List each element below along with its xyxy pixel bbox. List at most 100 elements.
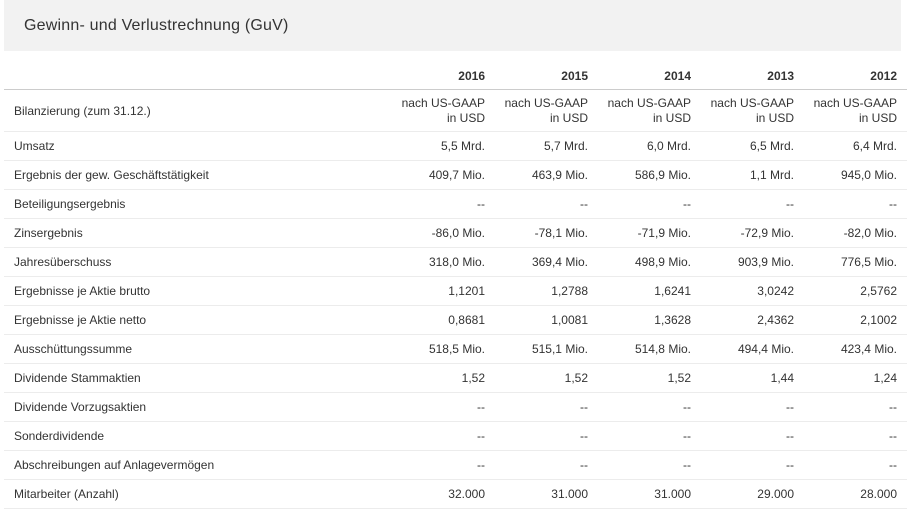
cell-value: 29.000 — [701, 479, 804, 509]
cell-value: -- — [598, 189, 701, 219]
table-row: Umsatz 5,5 Mrd. 5,7 Mrd. 6,0 Mrd. 6,5 Mrd. 6,… — [4, 131, 907, 161]
cell-value: 0,8681 — [392, 305, 495, 335]
row-label: Bilanzierung (zum 31.12.) — [4, 89, 392, 132]
header-label-cell — [4, 63, 392, 90]
row-label: Dividende Stammaktien — [4, 363, 392, 393]
panel-header: Gewinn- und Verlustrechnung (GuV) — [4, 0, 901, 51]
cell-value: 494,4 Mio. — [701, 334, 804, 364]
cell-value: 31.000 — [495, 479, 598, 509]
cell-value: 6,4 Mrd. — [804, 131, 907, 161]
row-label: Sonderdividende — [4, 421, 392, 451]
row-label: Abschreibungen auf Anlagevermögen — [4, 450, 392, 480]
currency: in USD — [755, 110, 794, 125]
cell-value: 945,0 Mio. — [804, 160, 907, 190]
cell-value: -- — [701, 450, 804, 480]
cell-value: -- — [495, 450, 598, 480]
cell-value: -- — [598, 392, 701, 422]
cell-value: -86,0 Mio. — [392, 218, 495, 248]
table-row: Mitarbeiter (Anzahl) 32.000 31.000 31.000 29… — [4, 479, 907, 509]
cell-value: -- — [598, 421, 701, 451]
row-label: Ergebnisse je Aktie brutto — [4, 276, 392, 306]
cell-value: 1,52 — [495, 363, 598, 393]
currency: in USD — [858, 110, 897, 125]
table-row: Jahresüberschuss 318,0 Mio. 369,4 Mio. 498,… — [4, 247, 907, 277]
cell-value: -- — [495, 392, 598, 422]
cell-value: 1,1201 — [392, 276, 495, 306]
row-label: Umsatz — [4, 131, 392, 161]
cell-value: -- — [495, 189, 598, 219]
cell-value: nach US-GAAP in USD — [701, 89, 804, 132]
cell-value: 518,5 Mio. — [392, 334, 495, 364]
table-row: Dividende Stammaktien 1,52 1,52 1,52 1,44 1,2… — [4, 363, 907, 393]
table-row: Beteiligungsergebnis -- -- -- -- -- — [4, 189, 907, 219]
cell-value: 463,9 Mio. — [495, 160, 598, 190]
guv-table: 2016 2015 2014 2013 2012 Bilanzierung (z… — [4, 63, 907, 509]
cell-value: 1,3628 — [598, 305, 701, 335]
cell-value: nach US-GAAP in USD — [804, 89, 907, 132]
cell-value: 369,4 Mio. — [495, 247, 598, 277]
row-label: Ergebnis der gew. Geschäftstätigkeit — [4, 160, 392, 190]
row-label: Dividende Vorzugsaktien — [4, 392, 392, 422]
cell-value: 515,1 Mio. — [495, 334, 598, 364]
year-header: 2015 — [495, 63, 598, 90]
cell-value: 1,2788 — [495, 276, 598, 306]
cell-value: 776,5 Mio. — [804, 247, 907, 277]
accounting-standard: nach US-GAAP — [710, 95, 794, 110]
cell-value: -82,0 Mio. — [804, 218, 907, 248]
cell-value: 1,44 — [701, 363, 804, 393]
cell-value: -- — [701, 189, 804, 219]
cell-value: 498,9 Mio. — [598, 247, 701, 277]
panel-title: Gewinn- und Verlustrechnung (GuV) — [24, 16, 289, 34]
row-label: Ausschüttungssumme — [4, 334, 392, 364]
cell-value: 2,4362 — [701, 305, 804, 335]
cell-value: 586,9 Mio. — [598, 160, 701, 190]
table-row: Ergebnisse je Aktie brutto 1,1201 1,2788 1,… — [4, 276, 907, 306]
row-label: Zinsergebnis — [4, 218, 392, 248]
cell-value: -78,1 Mio. — [495, 218, 598, 248]
cell-value: -- — [598, 450, 701, 480]
cell-value: 1,24 — [804, 363, 907, 393]
cell-value: -- — [804, 450, 907, 480]
cell-value: 1,1 Mrd. — [701, 160, 804, 190]
row-label: Beteiligungsergebnis — [4, 189, 392, 219]
table-row: Ergebnisse je Aktie netto 0,8681 1,0081 1,3… — [4, 305, 907, 335]
cell-value: nach US-GAAP in USD — [598, 89, 701, 132]
table-row: Dividende Vorzugsaktien -- -- -- -- -- — [4, 392, 907, 422]
cell-value: nach US-GAAP in USD — [495, 89, 598, 132]
header-row: 2016 2015 2014 2013 2012 — [4, 63, 907, 90]
cell-value: 2,1002 — [804, 305, 907, 335]
cell-value: 423,4 Mio. — [804, 334, 907, 364]
cell-value: 5,7 Mrd. — [495, 131, 598, 161]
cell-value: -- — [392, 421, 495, 451]
cell-value: nach US-GAAP in USD — [392, 89, 495, 132]
table-row: Ausschüttungssumme 518,5 Mio. 515,1 Mio. 51… — [4, 334, 907, 364]
cell-value: 1,52 — [392, 363, 495, 393]
currency: in USD — [446, 110, 485, 125]
cell-value: -71,9 Mio. — [598, 218, 701, 248]
cell-value: 1,52 — [598, 363, 701, 393]
year-header: 2014 — [598, 63, 701, 90]
row-label: Mitarbeiter (Anzahl) — [4, 479, 392, 509]
accounting-standard: nach US-GAAP — [607, 95, 691, 110]
table-row: Zinsergebnis -86,0 Mio. -78,1 Mio. -71,9 Mi… — [4, 218, 907, 248]
accounting-standard: nach US-GAAP — [401, 95, 485, 110]
cell-value: -72,9 Mio. — [701, 218, 804, 248]
cell-value: 32.000 — [392, 479, 495, 509]
row-label: Ergebnisse je Aktie netto — [4, 305, 392, 335]
cell-value: -- — [804, 421, 907, 451]
table-row: Ergebnis der gew. Geschäftstätigkeit 409,… — [4, 160, 907, 190]
cell-value: -- — [392, 450, 495, 480]
cell-value: 1,6241 — [598, 276, 701, 306]
cell-value: 318,0 Mio. — [392, 247, 495, 277]
cell-value: -- — [392, 392, 495, 422]
cell-value: -- — [804, 392, 907, 422]
currency: in USD — [652, 110, 691, 125]
accounting-standard: nach US-GAAP — [813, 95, 897, 110]
cell-value: 6,5 Mrd. — [701, 131, 804, 161]
cell-value: -- — [495, 421, 598, 451]
cell-value: 6,0 Mrd. — [598, 131, 701, 161]
cell-value: 3,0242 — [701, 276, 804, 306]
year-header: 2016 — [392, 63, 495, 90]
table-row-bilanzierung: Bilanzierung (zum 31.12.) nach US-GAAP in… — [4, 89, 907, 132]
table-row: Abschreibungen auf Anlagevermögen -- -- -- -… — [4, 450, 907, 480]
